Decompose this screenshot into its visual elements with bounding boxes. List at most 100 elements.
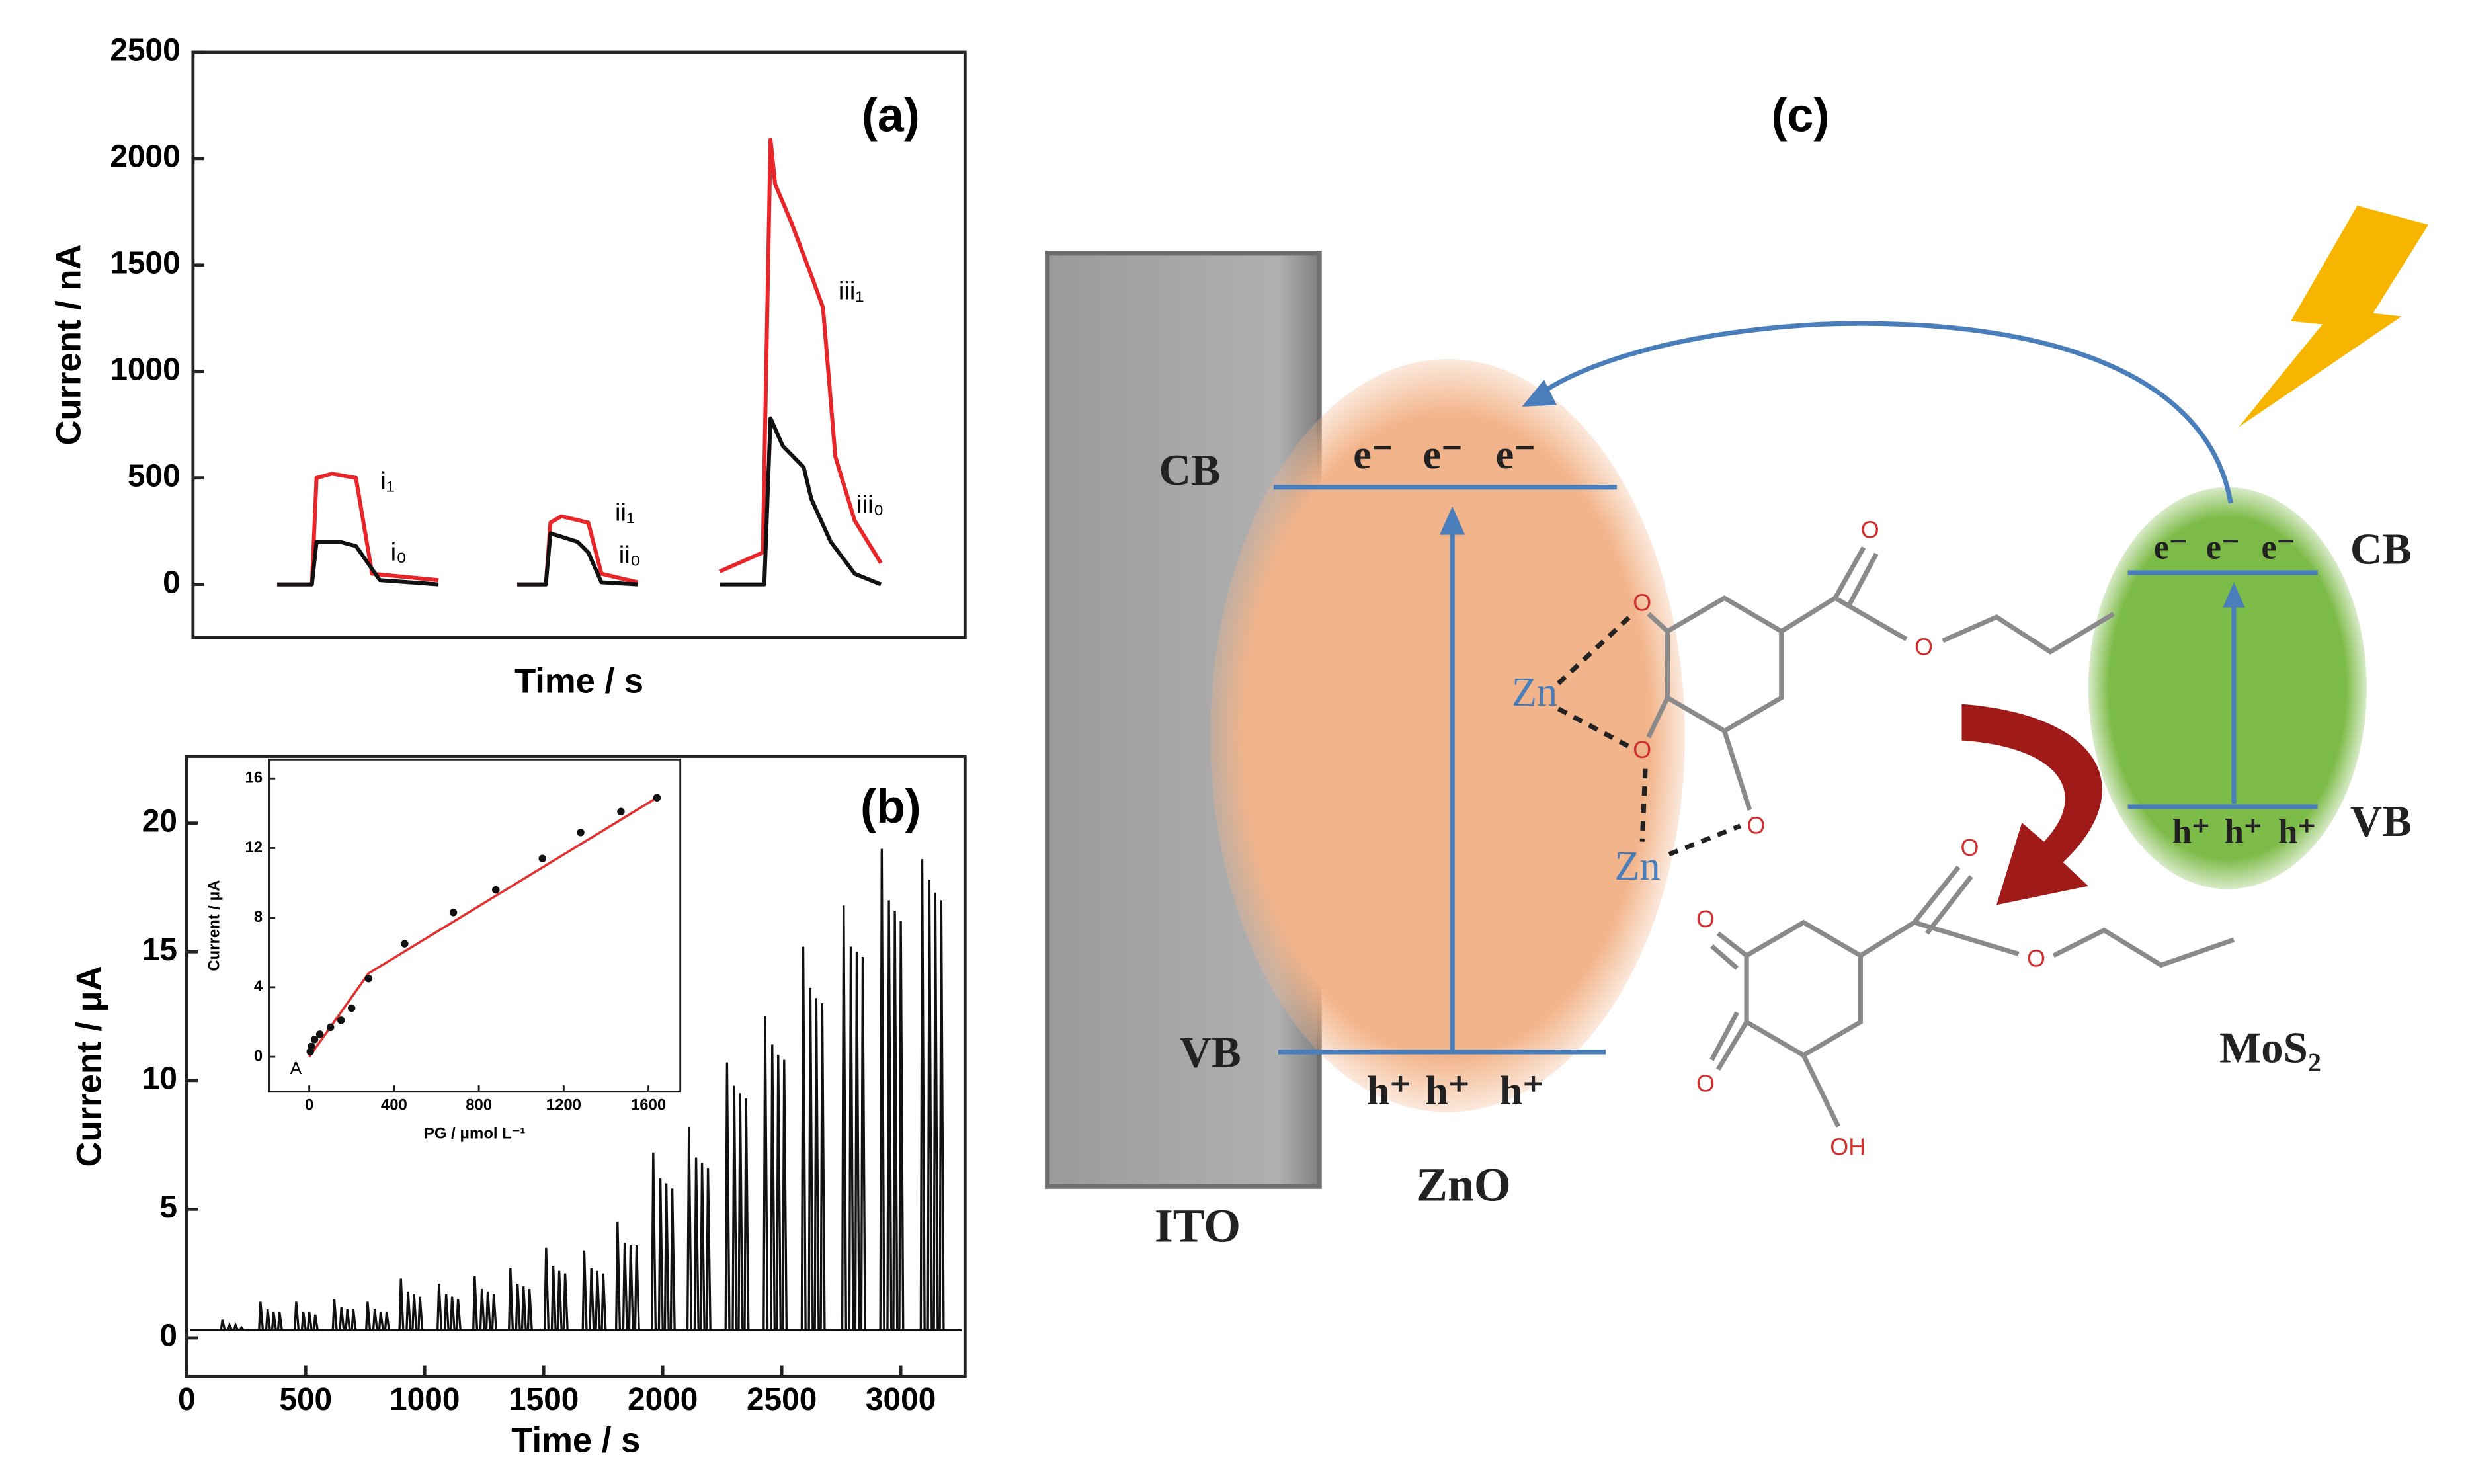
spike	[614, 1221, 622, 1331]
annotation: ii₀	[619, 541, 641, 569]
atom-label: O	[1633, 737, 1651, 763]
spike	[339, 1307, 345, 1331]
x-tick-label: 1600	[631, 1096, 666, 1114]
x-tick-label: 400	[381, 1096, 407, 1114]
spike	[485, 1291, 491, 1331]
spike	[306, 1311, 313, 1331]
spike	[932, 892, 939, 1331]
atom-label: O	[2027, 946, 2045, 972]
atom-label: O	[1861, 516, 1879, 543]
annotation: iii₁	[839, 277, 864, 306]
spike	[769, 1044, 776, 1331]
spike	[562, 1273, 569, 1331]
mos2-vb-label: VB	[2350, 797, 2412, 846]
spike	[892, 910, 899, 1331]
hole: h⁺	[1500, 1069, 1544, 1114]
zno-cb-label: CB	[1159, 446, 1220, 495]
y-axis-label: Current / μA	[206, 880, 224, 971]
point	[310, 1036, 319, 1044]
spike	[634, 1245, 640, 1331]
x-tick-label: 2500	[747, 1382, 817, 1417]
spike	[265, 1309, 271, 1331]
electron: e⁻	[1353, 433, 1393, 477]
point	[347, 1004, 356, 1012]
panel-label: (a)	[862, 89, 920, 142]
hole: h⁺	[2225, 813, 2262, 851]
x-tick-label: 1200	[546, 1096, 581, 1114]
spike	[595, 1270, 601, 1331]
x-tick-label: 800	[466, 1096, 492, 1114]
x-tick-label: 2000	[628, 1382, 698, 1417]
zinc-label: Zn	[1614, 844, 1660, 889]
spike	[398, 1278, 405, 1331]
y-tick-label: 2500	[110, 33, 180, 68]
x-axis-label: PG / μmol L⁻¹	[424, 1125, 525, 1143]
y-tick-label: 1000	[110, 352, 180, 387]
point	[538, 854, 547, 862]
point	[337, 1016, 345, 1024]
spike	[526, 1288, 533, 1331]
spike	[345, 1309, 351, 1331]
spike	[384, 1311, 390, 1331]
spike	[294, 1301, 300, 1331]
annotation: i₁	[380, 467, 394, 495]
spike	[762, 1016, 769, 1331]
spike	[926, 880, 933, 1331]
spike	[589, 1268, 595, 1331]
atom-label: O	[1960, 835, 1979, 861]
molecule	[1709, 865, 2235, 1128]
spike	[724, 1062, 731, 1331]
spike	[350, 1309, 357, 1331]
transfer-arrow	[1536, 321, 2233, 504]
y-tick-label: 20	[142, 804, 177, 839]
spike	[800, 946, 807, 1331]
spike	[436, 1284, 443, 1331]
point	[617, 807, 625, 815]
spike	[841, 905, 848, 1331]
spike	[731, 1085, 738, 1331]
spike	[449, 1296, 456, 1331]
y-tick-label: 2000	[110, 140, 180, 175]
x-axis-label: Time / s	[511, 1421, 640, 1460]
hole: h⁺	[1425, 1069, 1469, 1114]
x-tick-label: 0	[178, 1382, 196, 1417]
light-bolt	[2239, 206, 2429, 427]
atom-label: O	[1696, 1071, 1715, 1097]
point	[492, 886, 500, 894]
diagram: (c) ITO CB VB e⁻ e⁻ e⁻ h⁺ h⁺ h⁺ ZnO e⁻ e…	[1045, 89, 2429, 1253]
arrow-head	[2223, 582, 2245, 608]
atom-label: O	[1696, 906, 1715, 932]
spike	[657, 1178, 664, 1331]
spike	[699, 1163, 706, 1331]
atom-label: O	[1914, 634, 1933, 660]
spike	[443, 1294, 450, 1331]
spike	[669, 1188, 676, 1331]
reaction-arrow	[1961, 704, 2102, 905]
spike	[600, 1273, 607, 1331]
point	[653, 794, 661, 802]
y-axis-label: Current / μA	[70, 966, 109, 1167]
spike	[270, 1311, 277, 1331]
spike	[239, 1325, 245, 1331]
mos2-label: MoS₂	[2219, 1023, 2321, 1072]
spike	[628, 1245, 634, 1331]
spike	[550, 1265, 557, 1331]
spike	[819, 1003, 826, 1331]
spike	[233, 1321, 239, 1331]
y-tick-label: 1500	[110, 245, 180, 280]
spike	[848, 946, 854, 1331]
spike	[312, 1314, 319, 1331]
y-tick-label: 500	[128, 458, 181, 493]
spike	[743, 1098, 750, 1331]
arrow-head	[1522, 380, 1557, 407]
spike	[258, 1301, 265, 1331]
y-tick-label: 10	[142, 1061, 177, 1096]
spike	[860, 957, 866, 1331]
zinc-label: Zn	[1512, 670, 1557, 715]
spike	[276, 1311, 283, 1331]
y-tick-label: 4	[254, 977, 263, 995]
x-tick-label: 0	[305, 1096, 313, 1114]
x-tick-label: 1000	[390, 1382, 460, 1417]
electron: e⁻	[2261, 528, 2295, 567]
spike	[886, 900, 893, 1331]
